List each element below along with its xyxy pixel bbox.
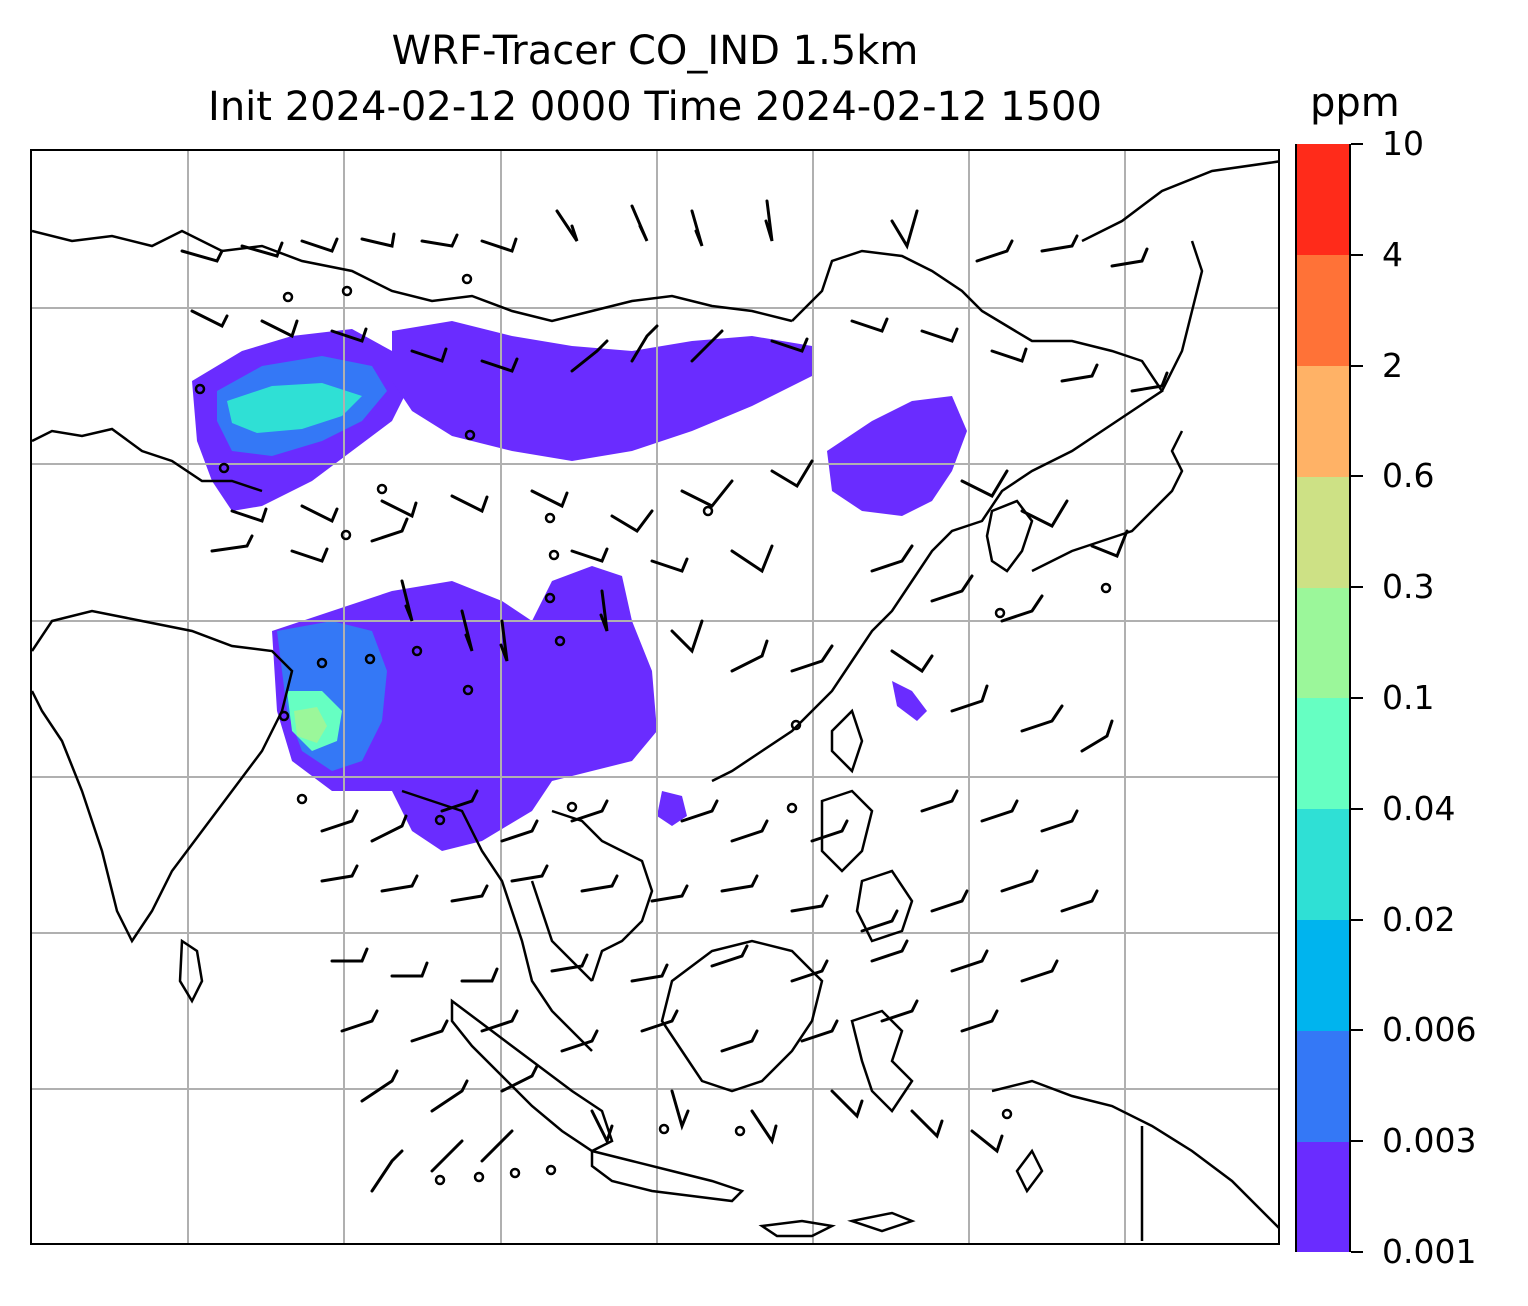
colorbar-tick	[1351, 918, 1363, 921]
map-panel[interactable]	[30, 149, 1280, 1245]
colorbar-tick-label: 4	[1382, 234, 1403, 274]
gridlines	[32, 151, 1278, 1243]
colorbar-tick	[1351, 364, 1363, 367]
colorbar-tick-label: 2	[1382, 345, 1403, 385]
colorbar-tick	[1351, 143, 1363, 145]
colorbar-tick-label: 0.6	[1382, 456, 1435, 496]
colorbar-segment	[1297, 144, 1349, 256]
colorbar-segment	[1297, 365, 1349, 477]
colorbar-tick	[1351, 807, 1363, 810]
colorbar	[1295, 144, 1351, 1253]
colorbar-segment	[1297, 587, 1349, 699]
tracer-plumes	[192, 321, 967, 851]
colorbar-tick	[1351, 475, 1363, 478]
colorbar-tick-label: 0.1	[1382, 678, 1435, 717]
colorbar-segment	[1297, 919, 1349, 1031]
colorbar-segment	[1297, 1141, 1349, 1253]
colorbar-tick-label: 0.04	[1382, 788, 1456, 828]
colorbar-segment	[1297, 698, 1349, 810]
plume-speck	[892, 681, 927, 721]
colorbar-tick	[1351, 586, 1363, 589]
plume-north-east	[827, 396, 967, 516]
colorbar-tick	[1351, 1140, 1363, 1143]
colorbar-tick-label: 0.3	[1382, 567, 1435, 607]
colorbar-tick	[1351, 697, 1363, 699]
colorbar-unit: ppm	[1310, 80, 1400, 126]
wind-barbs	[180, 199, 1169, 1193]
colorbar-tick-label: 0.001	[1382, 1232, 1477, 1271]
colorbar-segment	[1297, 1030, 1349, 1142]
colorbar-tick-label: 10	[1382, 124, 1424, 163]
plume-north-west-inner	[227, 383, 362, 433]
map-canvas	[32, 151, 1278, 1243]
plume-south-tail	[657, 791, 687, 826]
colorbar-tick-label: 0.006	[1382, 1010, 1477, 1050]
chart-title-line2: Init 2024-02-12 0000 Time 2024-02-12 150…	[208, 84, 1102, 130]
plume-north-band	[392, 321, 812, 461]
colorbar-segment	[1297, 808, 1349, 921]
plume-south-peak	[294, 707, 327, 743]
colorbar-tick	[1351, 1251, 1363, 1253]
chart-title-line1: WRF-Tracer CO_IND 1.5km	[391, 28, 919, 74]
colorbar-tick	[1351, 1029, 1363, 1032]
colorbar-tick-label: 0.003	[1382, 1121, 1477, 1161]
colorbar-segment	[1297, 254, 1349, 367]
colorbar-segment	[1297, 476, 1349, 588]
colorbar-tick	[1351, 253, 1363, 256]
colorbar-tick-label: 0.02	[1382, 899, 1456, 939]
calm-wind-markers	[194, 273, 1112, 1186]
